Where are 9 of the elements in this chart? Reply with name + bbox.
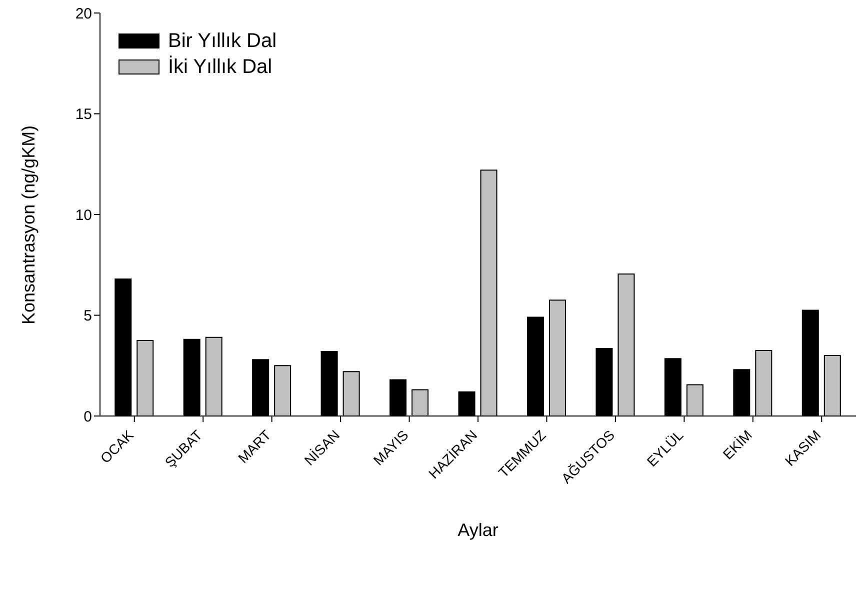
y-tick-label: 0 — [84, 408, 92, 426]
legend-label: Bir Yıllık Dal — [168, 30, 277, 52]
y-tick-label: 20 — [75, 5, 92, 22]
x-axis-title: Aylar — [458, 520, 498, 540]
y-tick-label: 10 — [75, 206, 92, 224]
y-tick-label: 15 — [75, 106, 92, 124]
y-axis-title: Konsantrasyon (ng/gKM) — [18, 125, 38, 324]
legend-label: İki Yıllık Dal — [168, 56, 272, 78]
y-tick-label: 5 — [84, 308, 92, 325]
